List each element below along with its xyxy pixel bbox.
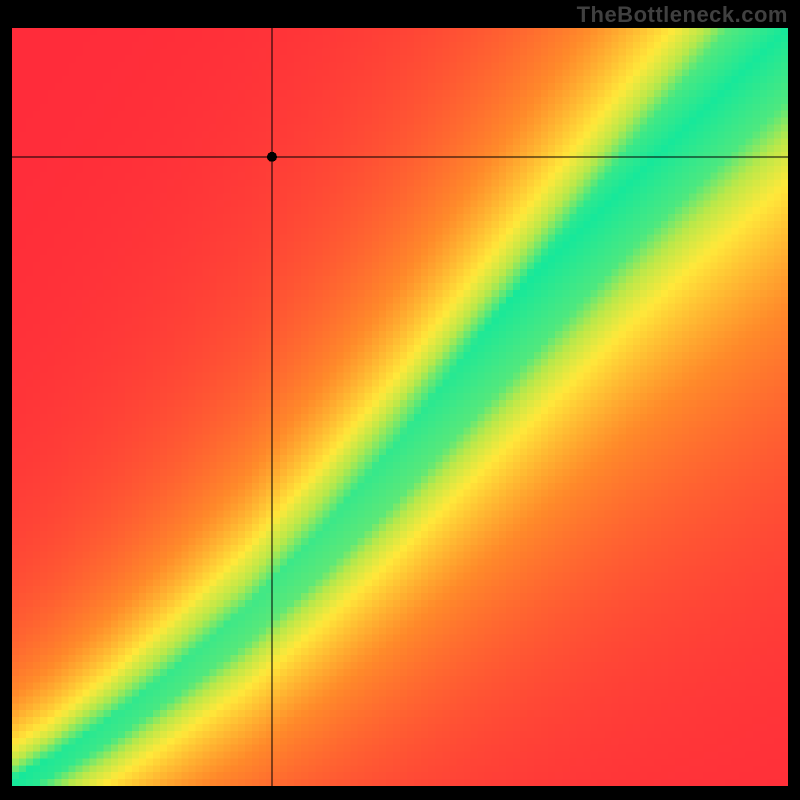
attribution-text: TheBottleneck.com xyxy=(577,2,788,28)
crosshair-marker xyxy=(267,152,277,162)
bottleneck-heatmap xyxy=(12,28,788,786)
heatmap-cells xyxy=(12,28,788,786)
